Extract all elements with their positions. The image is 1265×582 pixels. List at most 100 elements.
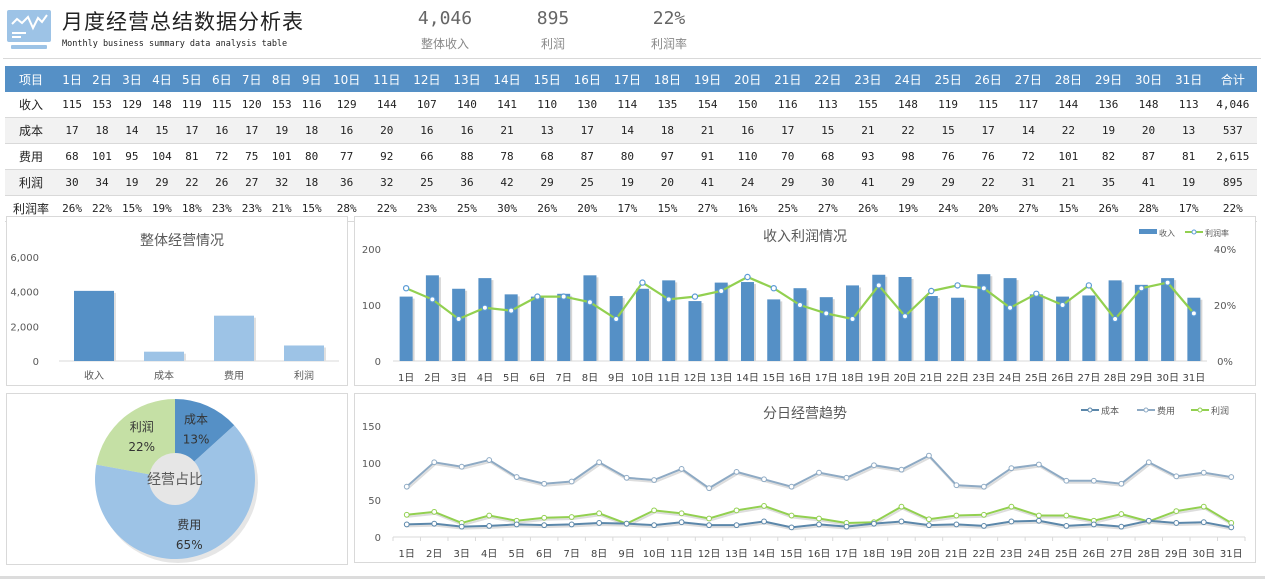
- column-header-day: 2日: [87, 66, 117, 92]
- kpi-value: 4,046: [417, 8, 473, 29]
- table-cell: 27: [236, 169, 267, 196]
- x-tick-label: 15日: [780, 549, 803, 560]
- series-marker: [761, 518, 767, 525]
- table-cell: 18: [296, 169, 327, 196]
- column-header-item: 项目: [5, 66, 58, 92]
- table-cell: 82: [1088, 143, 1129, 170]
- x-tick-label: 18日: [841, 373, 864, 384]
- column-header-day: 25日: [928, 66, 969, 92]
- table-cell: 16: [326, 117, 367, 144]
- series-marker: [871, 462, 877, 469]
- x-tick-label: 1日: [399, 549, 415, 560]
- slice-label: 费用: [177, 518, 201, 532]
- x-tick-label: 8日: [591, 549, 607, 560]
- slice-label: 利润: [130, 420, 154, 434]
- x-tick-label: 5日: [508, 549, 524, 560]
- series-marker: [568, 514, 575, 520]
- table-cell: 144: [366, 92, 407, 118]
- x-tick-label: 18日: [863, 549, 886, 560]
- column-header-day: 20日: [727, 66, 768, 92]
- series-marker: [678, 466, 685, 472]
- x-tick-label: 17日: [835, 549, 858, 560]
- series-marker: [431, 520, 438, 527]
- table-cell: 110: [527, 92, 568, 118]
- profit-rate-marker: [718, 287, 725, 295]
- table-cell: 16: [446, 117, 487, 144]
- table-cell: 68: [57, 143, 87, 170]
- table-cell-total: 2,615: [1208, 143, 1257, 170]
- table-cell: 32: [366, 169, 407, 196]
- y-tick-label: 6,000: [10, 253, 39, 264]
- x-tick-label: 14日: [736, 373, 759, 384]
- x-tick-label: 13日: [725, 549, 748, 560]
- kpi-label: 整体收入: [420, 37, 469, 51]
- table-cell-total: 895: [1208, 169, 1257, 196]
- column-header-day: 9日: [296, 66, 327, 92]
- bottom-divider: [0, 576, 1265, 579]
- table-cell: 17: [567, 117, 608, 144]
- table-cell: 25: [567, 169, 608, 196]
- row-label: 收入: [5, 92, 58, 118]
- table-cell: 29: [146, 169, 177, 196]
- table-cell: 41: [1128, 169, 1169, 196]
- table-cell: 34: [87, 169, 117, 196]
- column-header-day: 18日: [647, 66, 688, 92]
- column-header-day: 1日: [57, 66, 87, 92]
- table-cell: 155: [847, 92, 888, 118]
- series-marker: [1118, 480, 1125, 487]
- y2-tick-label: 20%: [1214, 301, 1236, 312]
- x-tick-label: 利润: [294, 369, 314, 382]
- table-cell: 78: [487, 143, 528, 170]
- legend-marker: [1191, 229, 1197, 235]
- y2-tick-label: 0%: [1217, 357, 1233, 368]
- table-cell: 76: [968, 143, 1009, 170]
- income-profit-combo-chart: 收入利润情况 0 100 200 0% 20% 40% 1日 2日 3日 4日 5日 6日 7日 8日 9日 1…: [362, 228, 1236, 384]
- table-header-row: 项目 1日 2日 3日 4日 5日 6日 7日 8日 9日 10日 11日 12日 13日 14日 15日 16…: [5, 66, 1257, 92]
- table-cell: 119: [928, 92, 969, 118]
- column-header-day: 16日: [567, 66, 608, 92]
- table-cell: 20: [366, 117, 407, 144]
- column-header-day: 10日: [326, 66, 367, 92]
- table-cell: 113: [807, 92, 848, 118]
- table-cell: 72: [1008, 143, 1049, 170]
- column-header-day: 27日: [1008, 66, 1049, 92]
- column-header-day: 13日: [446, 66, 487, 92]
- profit-rate-marker: [875, 282, 882, 289]
- table-cell: 21: [847, 117, 888, 144]
- x-tick-label: 26日: [1082, 549, 1105, 560]
- x-tick-label: 1日: [398, 373, 414, 384]
- series-marker: [403, 511, 410, 518]
- series-marker: [1008, 503, 1015, 510]
- x-tick-label: 20日: [894, 373, 917, 384]
- table-cell: 117: [1008, 92, 1049, 118]
- x-tick-label: 28日: [1104, 373, 1127, 384]
- profit-rate-marker: [1085, 282, 1093, 289]
- income-bar: [557, 293, 571, 361]
- series-marker: [486, 512, 493, 519]
- profit-rate-marker: [1138, 284, 1145, 292]
- table-cell: 16: [727, 117, 768, 144]
- series-marker: [1145, 459, 1152, 466]
- series-marker: [871, 520, 877, 527]
- profit-rate-marker: [639, 279, 646, 286]
- series-marker: [733, 468, 740, 475]
- table-cell: 77: [326, 143, 367, 170]
- table-cell: 17: [236, 117, 267, 144]
- table-cell: 26: [206, 169, 237, 196]
- table-cell: 19: [1088, 117, 1129, 144]
- slice-percent: 65%: [176, 538, 203, 552]
- table-cell: 16: [406, 117, 447, 144]
- profit-rate-marker: [980, 284, 988, 292]
- table-cell: 42: [487, 169, 528, 196]
- share-donut-chart: 成本 13% 费用 65% 利润 22% 经营占比: [94, 399, 258, 563]
- table-cell: 129: [116, 92, 147, 118]
- column-header-day: 14日: [487, 66, 528, 92]
- bar-费用: [214, 315, 254, 361]
- profit-rate-marker: [744, 273, 751, 281]
- y2-tick-label: 40%: [1214, 245, 1236, 256]
- legend-swatch-income: [1139, 229, 1157, 234]
- table-cell: 14: [116, 117, 147, 144]
- profit-rate-marker: [849, 315, 856, 323]
- x-tick-label: 12日: [684, 373, 707, 384]
- x-tick-label: 20日: [918, 549, 941, 560]
